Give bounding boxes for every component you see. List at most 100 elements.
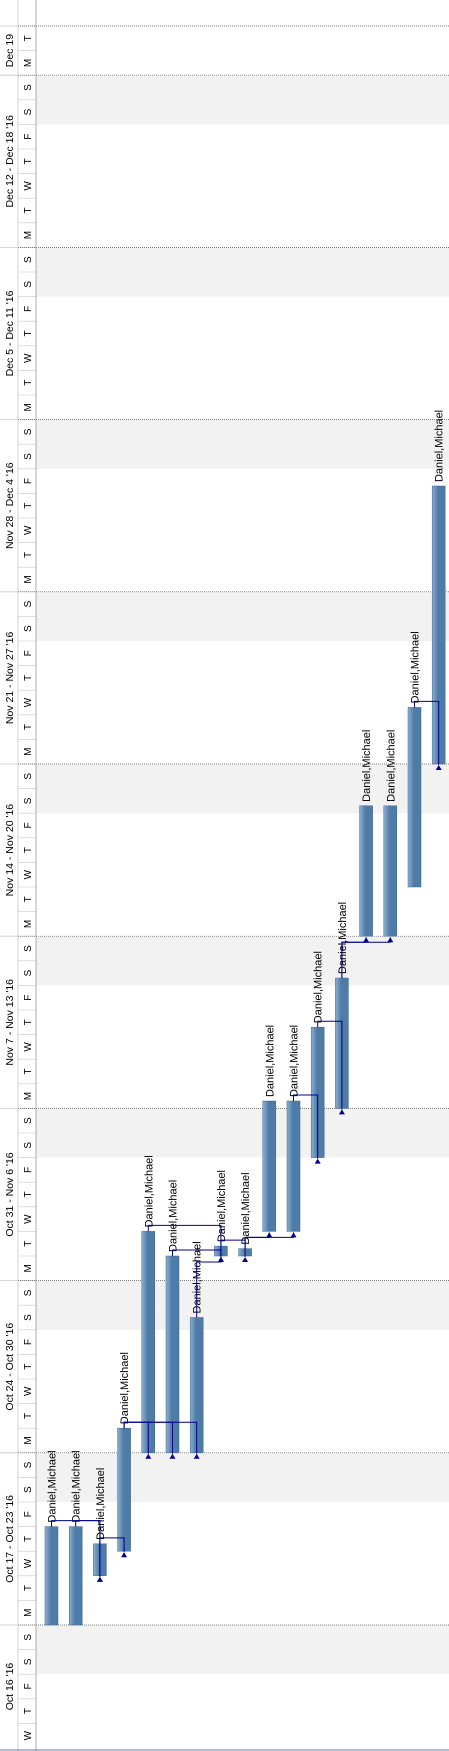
weekend-band [36, 272, 449, 297]
task-bar-1[interactable] [44, 1526, 59, 1626]
day-letter: S [23, 428, 34, 435]
day-letter: M [23, 575, 34, 583]
task-resource-label: Daniel,Michael [361, 730, 373, 802]
dependency-arrow-icon [242, 1257, 249, 1262]
task-resource-label: Daniel,Michael [313, 951, 325, 1023]
day-letter: S [23, 256, 34, 263]
weekend-band [36, 75, 449, 100]
task-resource-label: Daniel,Michael [47, 1450, 59, 1522]
week-label: Oct 24 - Oct 30 '16 [4, 1323, 16, 1411]
weekend-band [36, 1280, 449, 1306]
dependency-arrow-icon [290, 1232, 297, 1238]
day-letter: M [23, 403, 34, 411]
day-letter: T [23, 847, 34, 853]
day-letter: M [23, 59, 34, 67]
day-letter: F [23, 1683, 34, 1689]
day-letter: T [23, 1191, 34, 1197]
task-bar-2[interactable] [68, 1526, 83, 1626]
task-resource-label: Daniel,Michael [143, 1155, 155, 1227]
day-letter: F [23, 306, 34, 312]
task-resource-label: Daniel,Michael [216, 1170, 228, 1242]
task-resource-label: Daniel,Michael [192, 1241, 204, 1313]
day-letter: T [23, 675, 34, 681]
week-label: Nov 21 - Nov 27 '16 [4, 632, 16, 725]
dependency-link [123, 1421, 198, 1454]
weekend-band [36, 1133, 449, 1158]
day-letter: F [23, 822, 34, 828]
day-letter: T [23, 1241, 34, 1247]
day-letter: W [23, 1042, 34, 1052]
task-bar-4[interactable] [117, 1427, 131, 1552]
day-letter: M [23, 1609, 34, 1617]
day-letter: S [23, 1461, 34, 1468]
day-letter: T [23, 552, 34, 558]
day-letter: S [23, 1289, 34, 1296]
day-letter: F [23, 478, 34, 484]
task-resource-label: Daniel,Michael [95, 1468, 107, 1540]
dependency-arrow-icon [169, 1453, 176, 1459]
weekend-band [36, 960, 449, 986]
day-letter: W [23, 1558, 34, 1568]
dependency-arrow-icon [338, 1109, 345, 1115]
task-bar-16[interactable] [407, 707, 422, 888]
dependency-arrow-icon [266, 1232, 273, 1238]
weekend-band [36, 616, 449, 641]
week-label: Oct 31 - Nov 6 '16 [4, 1152, 16, 1236]
day-letter: T [23, 1585, 34, 1591]
task-bar-5[interactable] [141, 1231, 156, 1454]
day-letter: S [23, 1486, 34, 1493]
day-letter: S [23, 108, 34, 115]
day-letter: F [23, 1339, 34, 1345]
week-label: Nov 14 - Nov 20 '16 [4, 804, 16, 897]
task-bar-11[interactable] [286, 1100, 301, 1232]
day-letter: T [23, 1019, 34, 1025]
day-letter: S [23, 600, 34, 607]
day-letter: T [23, 1708, 34, 1714]
day-letter: M [23, 1092, 34, 1100]
weekend-band [36, 1625, 449, 1650]
dependency-arrow-icon [217, 1257, 224, 1262]
task-bar-15[interactable] [383, 805, 398, 937]
dependency-link [293, 1094, 319, 1159]
dependency-arrow-icon [387, 937, 394, 943]
task-bar-10[interactable] [262, 1100, 277, 1232]
day-letter: S [23, 281, 34, 288]
day-letter: F [23, 1511, 34, 1517]
day-letter: F [23, 134, 34, 140]
dependency-arrow-icon [96, 1576, 103, 1582]
weekend-band [36, 1305, 449, 1330]
weekend-band [36, 1108, 449, 1133]
day-letter: S [23, 1634, 34, 1641]
dependency-link [414, 700, 440, 765]
dependency-arrow-icon [193, 1453, 200, 1459]
day-letter: F [23, 1167, 34, 1173]
day-letter: T [23, 724, 34, 730]
task-resource-label: Daniel,Michael [264, 1025, 276, 1097]
day-letter: W [23, 353, 34, 363]
day-letter: S [23, 797, 34, 804]
day-letter: T [23, 1364, 34, 1370]
weekend-band [36, 444, 449, 469]
day-letter: S [23, 84, 34, 91]
week-label: Dec 12 - Dec 18 '16 [4, 115, 16, 208]
day-letter: M [23, 920, 34, 928]
day-letter: W [23, 1386, 34, 1396]
day-letter: S [23, 945, 34, 952]
day-letter: W [23, 1730, 34, 1740]
week-label: Dec 5 - Dec 11 '16 [4, 290, 16, 376]
weekend-band [36, 99, 449, 125]
day-letter: F [23, 995, 34, 1001]
day-letter: W [23, 697, 34, 707]
day-letter: T [23, 896, 34, 902]
dependency-arrow-icon [363, 937, 370, 943]
dependency-arrow-icon [435, 765, 442, 770]
dependency-arrow-icon [121, 1552, 128, 1558]
day-letter: T [23, 330, 34, 336]
task-bar-14[interactable] [359, 805, 373, 937]
week-label: Nov 7 - Nov 13 '16 [4, 979, 16, 1066]
weekend-band [36, 936, 449, 961]
day-letter: S [23, 969, 34, 976]
day-letter: S [23, 625, 34, 632]
weekend-band [36, 1452, 449, 1478]
weekend-band [36, 788, 449, 814]
